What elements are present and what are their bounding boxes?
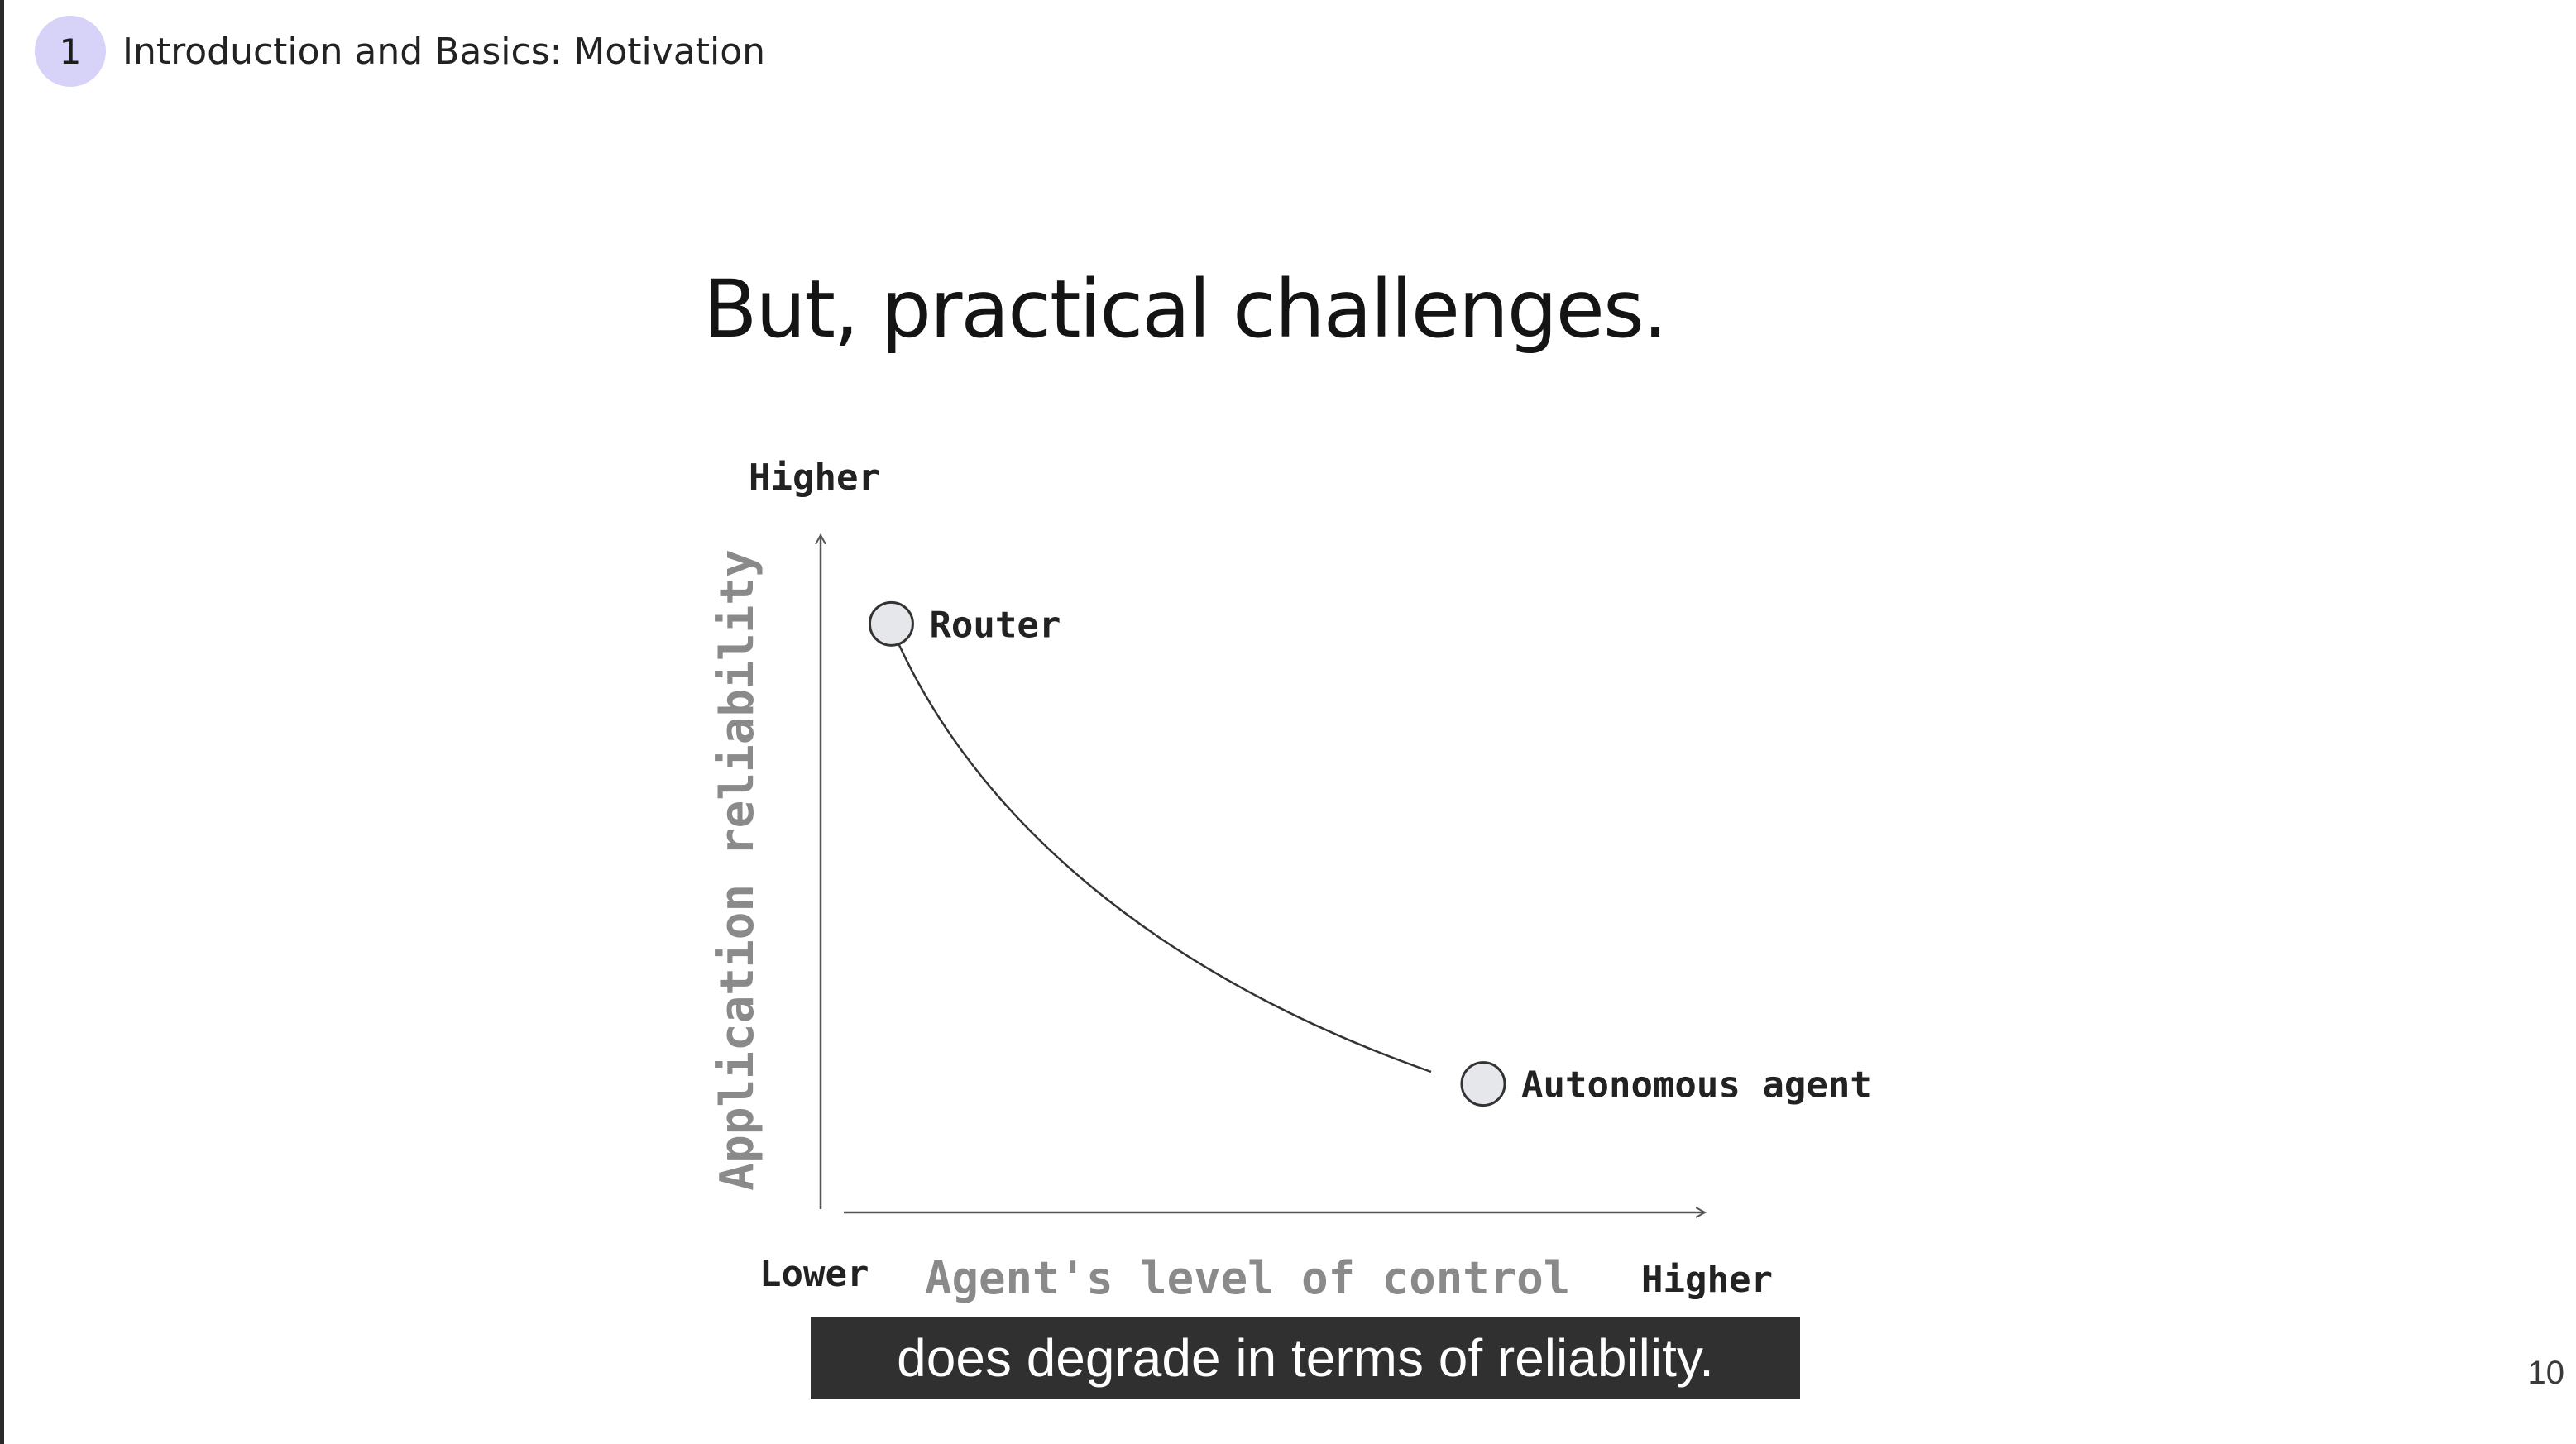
x-axis-high-label: Higher (1641, 1259, 1773, 1301)
y-axis-title: Application reliability (711, 549, 764, 1190)
x-axis-title: Agent's level of control (925, 1252, 1570, 1304)
video-caption: does degrade in terms of reliability. (811, 1317, 1800, 1399)
x-axis-low-label: Lower (759, 1253, 869, 1295)
autonomous-agent-point (1460, 1061, 1506, 1107)
section-header: 1 Introduction and Basics: Motivation (35, 15, 765, 88)
router-point (868, 600, 914, 647)
section-title: Introduction and Basics: Motivation (122, 30, 766, 73)
y-axis-high-label: Higher (749, 457, 880, 499)
router-label: Router (929, 604, 1061, 646)
slide-title: But, practical challenges. (702, 263, 1669, 356)
reliability-curve (893, 635, 1432, 1073)
section-number-badge: 1 (35, 16, 106, 87)
data-points: Router Autonomous agent (868, 600, 1872, 1107)
autonomous-agent-label: Autonomous agent (1521, 1064, 1872, 1107)
page-number: 10 (2527, 1355, 2565, 1391)
slide-left-border (0, 0, 4, 1444)
